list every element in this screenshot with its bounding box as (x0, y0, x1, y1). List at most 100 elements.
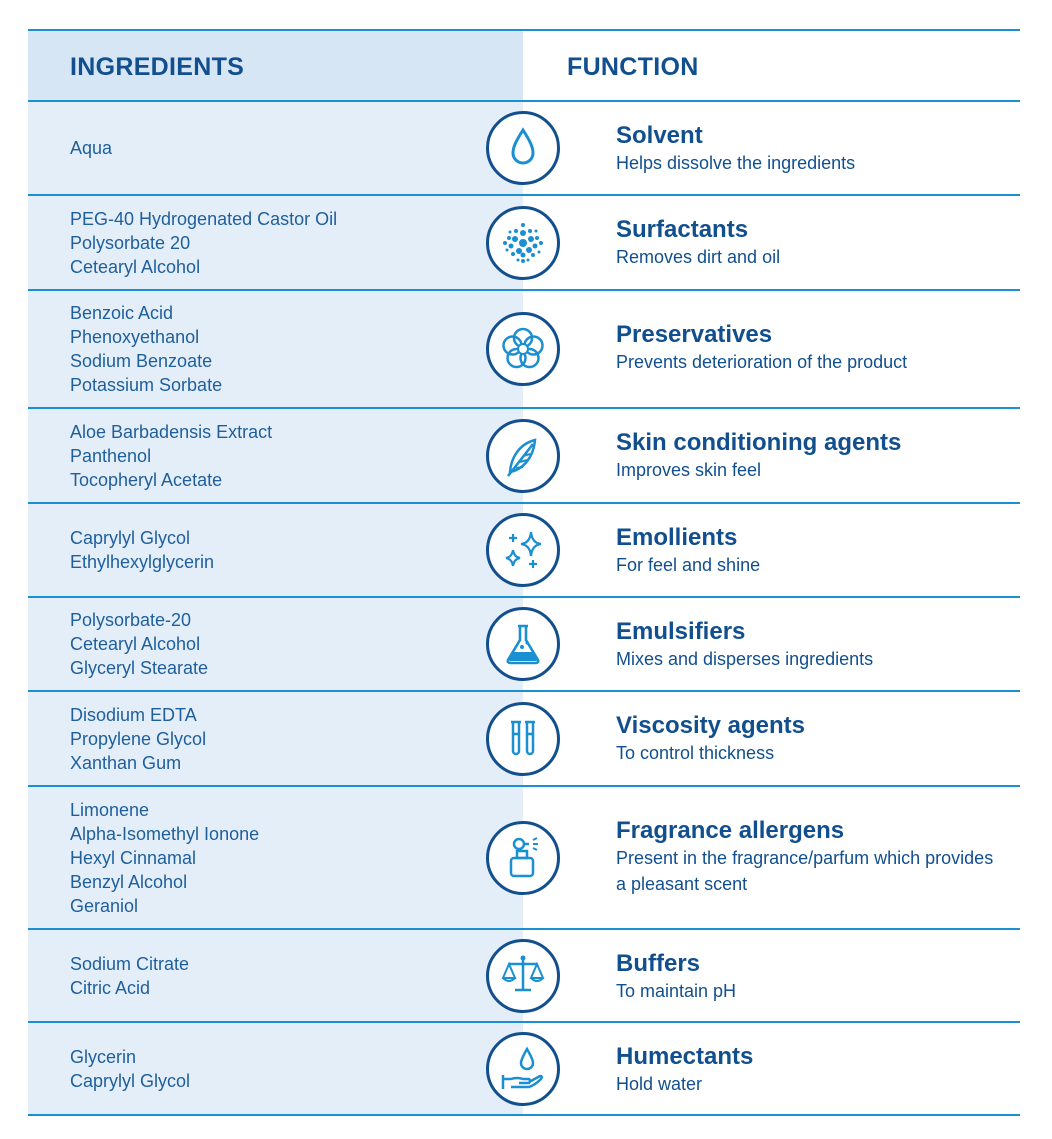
ingredients-cell (28, 1023, 523, 1114)
ingredients-column-title: INGREDIENTS (70, 53, 245, 81)
function-description: To maintain pH (616, 981, 737, 1001)
function-cell: Buffers To maintain pH (616, 950, 996, 1004)
table-row: Limonene Alpha-Isomethyl Ionone Hexyl Cinn… (28, 787, 1020, 930)
table-row: PEG-40 Hydrogenated Castor Oil Polysorbat… (28, 196, 1020, 291)
function-name: Humectants (616, 1043, 754, 1070)
ingredients-table: INGREDIENTS FUNCTION Aqua Solvent Helps di… (28, 29, 1020, 1116)
ingredient-item: Sodium Benzoate (70, 351, 213, 371)
function-name: Preservatives (616, 321, 773, 348)
particles-icon (486, 206, 560, 280)
ingredient-list: Aqua (70, 136, 112, 160)
function-cell: Fragrance allergens Present in the fragra… (616, 817, 996, 897)
ingredient-list: Disodium EDTA Propylene Glycol Xanthan Gum (70, 703, 206, 775)
ingredient-item: Tocopheryl Acetate (70, 470, 223, 490)
ingredient-item: Polysorbate-20 (70, 610, 192, 630)
ingredient-item: Geraniol (70, 896, 139, 916)
table-row: Aqua Solvent Helps dissolve the ingredient… (28, 102, 1020, 196)
function-cell: Skin conditioning agents Improves skin fe… (616, 429, 996, 483)
ingredient-item: Caprylyl Glycol (70, 1071, 191, 1091)
function-description: Prevents deterioration of the product (616, 352, 908, 372)
function-description: For feel and shine (616, 555, 761, 575)
table-row: Caprylyl Glycol Ethylhexylglycerin Emollie… (28, 504, 1020, 598)
table-header: INGREDIENTS FUNCTION (28, 29, 1020, 102)
ingredients-cell (28, 692, 523, 785)
ingredient-item: Xanthan Gum (70, 753, 182, 773)
ingredient-item: Glycerin (70, 1047, 137, 1067)
perfume-spray-icon (486, 821, 560, 895)
ingredient-item: Phenoxyethanol (70, 327, 200, 347)
table-row: Polysorbate-20 Cetearyl Alcohol Glyceryl S… (28, 598, 1020, 692)
header-ingredients-cell (28, 31, 523, 100)
function-description: Removes dirt and oil (616, 247, 781, 267)
ingredient-list: Glycerin Caprylyl Glycol (70, 1045, 190, 1093)
ingredient-item: Cetearyl Alcohol (70, 634, 201, 654)
function-name: Emollients (616, 524, 738, 551)
table-row: Benzoic Acid Phenoxyethanol Sodium Benzoat… (28, 291, 1020, 409)
sparkles-icon (486, 513, 560, 587)
function-name: Skin conditioning agents (616, 429, 902, 456)
ingredients-cell (28, 504, 523, 596)
function-description: Hold water (616, 1074, 703, 1094)
ingredient-item: Aqua (70, 138, 113, 158)
ingredient-item: PEG-40 Hydrogenated Castor Oil (70, 209, 338, 229)
function-cell: Preservatives Prevents deterioration of t… (616, 321, 996, 375)
ingredient-item: Alpha-Isomethyl Ionone (70, 824, 260, 844)
ingredient-item: Glyceryl Stearate (70, 658, 209, 678)
ingredient-item: Citric Acid (70, 978, 151, 998)
ingredient-item: Caprylyl Glycol (70, 528, 191, 548)
function-cell: Emulsifiers Mixes and disperses ingredien… (616, 618, 996, 672)
ingredient-item: Benzoic Acid (70, 303, 174, 323)
function-cell: Humectants Hold water (616, 1043, 996, 1097)
function-description: To control thickness (616, 743, 775, 763)
flask-icon (486, 607, 560, 681)
ingredient-list: Aloe Barbadensis Extract Panthenol Tocophe… (70, 420, 272, 492)
table-body: Aqua Solvent Helps dissolve the ingredient… (28, 102, 1020, 1116)
test-tubes-icon (486, 702, 560, 776)
feather-icon (486, 419, 560, 493)
function-name: Buffers (616, 950, 701, 977)
ingredient-item: Disodium EDTA (70, 705, 197, 725)
ingredient-list: PEG-40 Hydrogenated Castor Oil Polysorbat… (70, 207, 337, 279)
table-row: Disodium EDTA Propylene Glycol Xanthan Gum… (28, 692, 1020, 787)
function-description: Present in the fragrance/parfum which pr… (616, 848, 994, 894)
ingredients-cell (28, 196, 523, 289)
ingredients-cell (28, 291, 523, 407)
function-cell: Surfactants Removes dirt and oil (616, 216, 996, 270)
ingredients-cell (28, 930, 523, 1021)
function-name: Viscosity agents (616, 712, 805, 739)
function-name: Emulsifiers (616, 618, 746, 645)
function-description: Helps dissolve the ingredients (616, 153, 856, 173)
ingredient-list: Benzoic Acid Phenoxyethanol Sodium Benzoat… (70, 301, 222, 397)
flower-icon (486, 312, 560, 386)
ingredient-item: Panthenol (70, 446, 152, 466)
ingredient-list: Polysorbate-20 Cetearyl Alcohol Glyceryl S… (70, 608, 208, 680)
table-row: Sodium Citrate Citric Acid Buffers To maint… (28, 930, 1020, 1023)
ingredient-list: Limonene Alpha-Isomethyl Ionone Hexyl Cinn… (70, 798, 259, 918)
function-cell: Viscosity agents To control thickness (616, 712, 996, 766)
function-description: Improves skin feel (616, 460, 762, 480)
balance-scale-icon (486, 939, 560, 1013)
function-name: Surfactants (616, 216, 749, 243)
ingredient-item: Ethylhexylglycerin (70, 552, 215, 572)
ingredients-cell (28, 102, 523, 194)
ingredient-item: Aloe Barbadensis Extract (70, 422, 273, 442)
function-description: Mixes and disperses ingredients (616, 649, 874, 669)
ingredient-item: Hexyl Cinnamal (70, 848, 197, 868)
water-drop-icon (486, 111, 560, 185)
ingredient-item: Benzyl Alcohol (70, 872, 188, 892)
ingredients-cell (28, 787, 523, 928)
ingredient-item: Sodium Citrate (70, 954, 190, 974)
ingredient-list: Caprylyl Glycol Ethylhexylglycerin (70, 526, 214, 574)
table-row: Aloe Barbadensis Extract Panthenol Tocophe… (28, 409, 1020, 504)
function-cell: Emollients For feel and shine (616, 524, 996, 578)
ingredient-item: Propylene Glycol (70, 729, 207, 749)
ingredient-item: Polysorbate 20 (70, 233, 191, 253)
function-column-title: FUNCTION (567, 53, 699, 81)
ingredient-item: Limonene (70, 800, 150, 820)
hand-drop-icon (486, 1032, 560, 1106)
ingredients-cell (28, 409, 523, 502)
ingredient-item: Cetearyl Alcohol (70, 257, 201, 277)
table-row: Glycerin Caprylyl Glycol Humectants Hold wa… (28, 1023, 1020, 1116)
ingredient-list: Sodium Citrate Citric Acid (70, 952, 189, 1000)
ingredients-cell (28, 598, 523, 690)
